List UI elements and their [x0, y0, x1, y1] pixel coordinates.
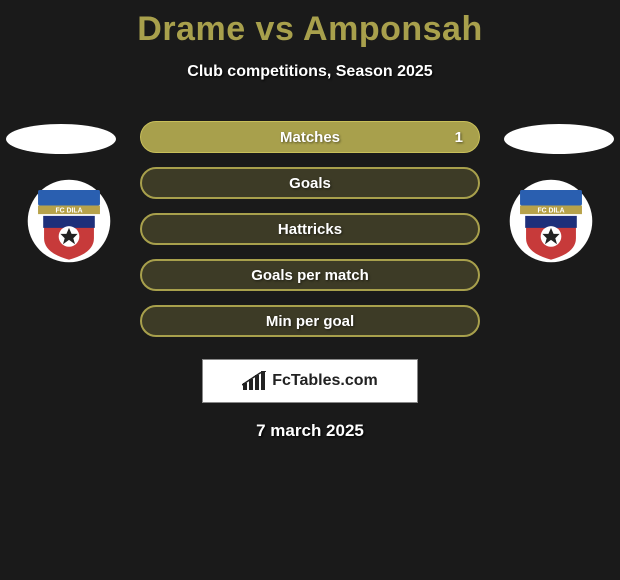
- stat-label: Hattricks: [278, 221, 342, 238]
- stat-label: Matches: [280, 129, 340, 146]
- stat-label: Min per goal: [266, 313, 354, 330]
- brand-text: FcTables.com: [272, 372, 378, 390]
- player-left-slot: [6, 124, 116, 154]
- club-badge-right: FC DILA: [508, 178, 594, 264]
- stat-row-min-per-goal: Min per goal: [140, 305, 480, 337]
- club-badge-left: FC DILA: [26, 178, 112, 264]
- svg-text:FC DILA: FC DILA: [55, 207, 82, 214]
- date-text: 7 march 2025: [0, 421, 620, 441]
- player-right-slot: [504, 124, 614, 154]
- subtitle: Club competitions, Season 2025: [0, 63, 620, 81]
- stat-row-matches: Matches 1: [140, 121, 480, 153]
- stat-row-goals-per-match: Goals per match: [140, 259, 480, 291]
- stat-label: Goals: [289, 175, 331, 192]
- svg-text:FC DILA: FC DILA: [537, 207, 564, 214]
- page-title: Drame vs Amponsah: [0, 0, 620, 49]
- brand-box: FcTables.com: [202, 359, 418, 403]
- stat-row-hattricks: Hattricks: [140, 213, 480, 245]
- stat-row-goals: Goals: [140, 167, 480, 199]
- bar-chart-icon: [242, 371, 266, 391]
- stat-label: Goals per match: [251, 267, 369, 284]
- stat-value: 1: [455, 129, 463, 146]
